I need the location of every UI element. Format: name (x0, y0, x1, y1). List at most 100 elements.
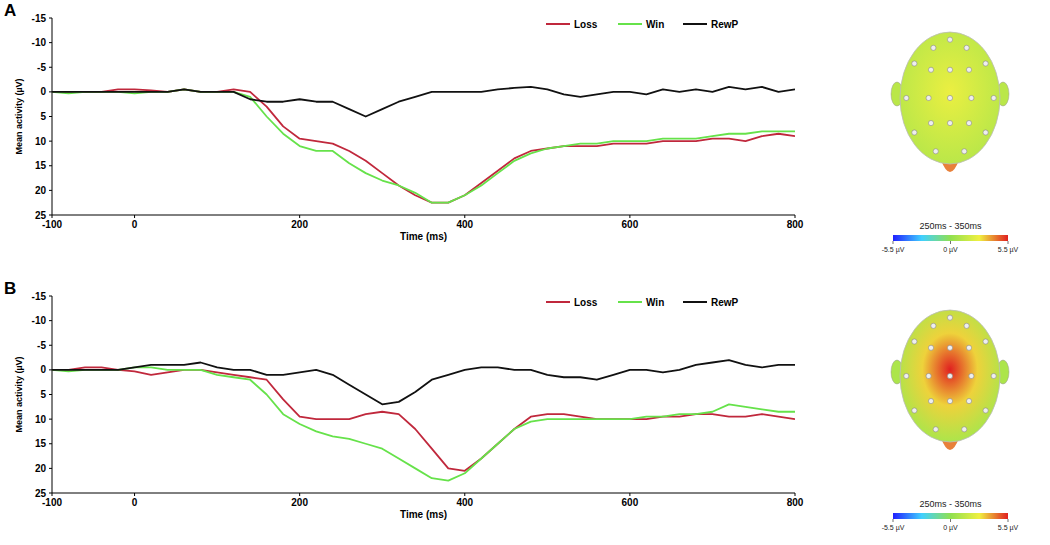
legend-label: RewP (711, 297, 739, 308)
y-tick-label: 5 (40, 111, 46, 122)
plot-area (52, 87, 795, 203)
legend-label: RewP (711, 19, 739, 30)
y-tick-label: 20 (35, 463, 47, 474)
legend-swatch (546, 23, 570, 25)
electrode (933, 427, 938, 432)
y-tick (49, 369, 52, 370)
y-tick (49, 345, 52, 346)
y-tick (49, 320, 52, 321)
electrode (947, 67, 952, 72)
x-tick-label: 600 (622, 219, 639, 230)
scalp-map (900, 32, 1000, 164)
series-line (52, 367, 795, 480)
x-tick-label: 200 (291, 219, 308, 230)
electrode (931, 323, 936, 328)
colorbar-tick-label: 0 µV (943, 524, 958, 532)
electrode (966, 345, 971, 350)
electrode (947, 315, 952, 320)
legend: LossWinRewP (546, 297, 739, 308)
electrode (947, 373, 952, 378)
topomap: 250ms - 350ms-5.5 µV0 µV5.5 µV (882, 310, 1019, 532)
x-tick-label: 800 (787, 497, 804, 508)
electrode (904, 95, 909, 100)
y-tick (49, 296, 52, 297)
colorbar-tick-label: -5.5 µV (882, 524, 905, 532)
y-tick-label: 10 (35, 414, 47, 425)
panel-label: A (4, 1, 16, 20)
x-axis (52, 215, 795, 216)
electrode (983, 339, 988, 344)
x-tick-label: 800 (787, 219, 804, 230)
colorbar-tick-label: 5.5 µV (998, 246, 1019, 254)
series-line (52, 360, 795, 404)
scalp-map (900, 310, 1000, 442)
electrode (926, 95, 931, 100)
x-tick (52, 493, 53, 496)
electrode (928, 398, 933, 403)
legend-label: Loss (574, 297, 598, 308)
y-tick (49, 394, 52, 395)
legend-label: Win (646, 19, 664, 30)
legend-swatch (683, 23, 707, 25)
y-tick (49, 468, 52, 469)
electrode (912, 408, 917, 413)
electrode (966, 398, 971, 403)
legend-swatch (546, 301, 570, 303)
y-tick-label: -5 (37, 62, 46, 73)
electrode (962, 149, 967, 154)
x-tick (629, 493, 630, 496)
y-tick (49, 18, 52, 19)
series-line (52, 87, 795, 117)
y-tick (49, 42, 52, 43)
x-tick (299, 493, 300, 496)
figure: A-15-10-50510152025-1000200400600800Time… (0, 0, 1050, 545)
electrode (966, 67, 971, 72)
legend-swatch (618, 23, 642, 25)
electrode (991, 95, 996, 100)
colorbar-tick-label: -5.5 µV (882, 246, 905, 254)
y-tick-label: 0 (40, 364, 46, 375)
x-tick-label: -100 (42, 219, 62, 230)
electrode (912, 339, 917, 344)
colorbar-tick-label: 0 µV (943, 246, 958, 254)
x-axis (52, 493, 795, 494)
y-tick-label: -15 (32, 291, 47, 302)
electrode (904, 373, 909, 378)
electrode (947, 95, 952, 100)
x-tick (134, 215, 135, 218)
colorbar-tick-label: 5.5 µV (998, 524, 1019, 532)
electrode (983, 408, 988, 413)
panel: B-15-10-50510152025-1000200400600800Time… (4, 279, 804, 520)
x-tick (299, 215, 300, 218)
electrode (928, 120, 933, 125)
x-tick (134, 493, 135, 496)
legend-swatch (683, 301, 707, 303)
legend-label: Loss (574, 19, 598, 30)
y-tick (49, 67, 52, 68)
colorbar (893, 513, 1008, 519)
x-tick-label: 400 (456, 497, 473, 508)
electrode (926, 373, 931, 378)
electrode (947, 345, 952, 350)
y-tick-label: 15 (35, 160, 47, 171)
y-axis-label: Mean activity (µV) (14, 356, 24, 432)
colorbar-tick (1008, 241, 1009, 244)
panel-label: B (4, 279, 16, 298)
colorbar-title: 250ms - 350ms (919, 221, 982, 231)
y-tick (49, 165, 52, 166)
x-tick-label: 200 (291, 497, 308, 508)
series-line (52, 367, 795, 470)
series-line (52, 89, 795, 202)
electrode (969, 95, 974, 100)
x-tick (464, 493, 465, 496)
colorbar-tick (893, 519, 894, 522)
y-tick-label: 5 (40, 389, 46, 400)
y-tick-label: 10 (35, 136, 47, 147)
electrode (983, 130, 988, 135)
electrode (947, 37, 952, 42)
y-tick-label: 20 (35, 185, 47, 196)
electrode (947, 398, 952, 403)
y-tick (49, 91, 52, 92)
electrode (912, 130, 917, 135)
electrode (966, 120, 971, 125)
